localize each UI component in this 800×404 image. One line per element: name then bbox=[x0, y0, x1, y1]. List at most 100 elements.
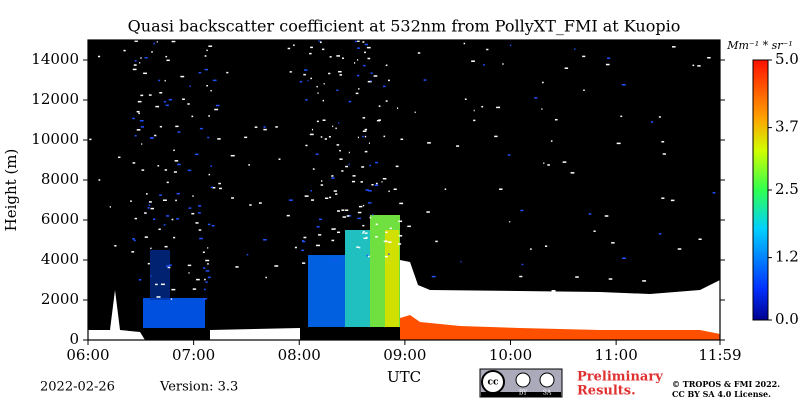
speckle bbox=[358, 88, 360, 90]
speckle bbox=[310, 46, 313, 49]
speckle bbox=[192, 195, 194, 197]
speckle bbox=[397, 107, 399, 109]
speckle bbox=[147, 207, 150, 209]
speckle bbox=[318, 234, 322, 236]
speckle bbox=[192, 288, 197, 290]
speckle bbox=[158, 228, 161, 231]
speckle bbox=[153, 42, 156, 45]
speckle bbox=[176, 192, 180, 195]
speckle bbox=[177, 131, 181, 133]
speckle bbox=[483, 64, 485, 66]
speckle bbox=[188, 207, 192, 209]
speckle bbox=[541, 108, 543, 110]
speckle bbox=[164, 79, 166, 82]
speckle bbox=[622, 257, 626, 259]
speckle bbox=[208, 115, 210, 117]
preliminary: Results. bbox=[577, 384, 636, 399]
speckle bbox=[289, 71, 292, 73]
speckle bbox=[159, 194, 162, 196]
speckle bbox=[315, 244, 320, 247]
speckle bbox=[366, 254, 369, 257]
speckle bbox=[354, 40, 357, 43]
speckle bbox=[254, 126, 258, 128]
speckle bbox=[335, 127, 337, 130]
speckle bbox=[357, 136, 359, 139]
speckle bbox=[316, 120, 319, 123]
speckle bbox=[187, 169, 192, 172]
speckle bbox=[249, 204, 252, 206]
speckle bbox=[520, 209, 524, 212]
speckle bbox=[509, 221, 511, 223]
speckle bbox=[140, 57, 142, 59]
speckle bbox=[144, 57, 148, 59]
speckle bbox=[173, 171, 177, 173]
speckle bbox=[130, 200, 132, 202]
speckle bbox=[677, 248, 682, 250]
speckle bbox=[199, 127, 203, 130]
speckle bbox=[355, 92, 359, 95]
speckle bbox=[205, 270, 210, 272]
speckle bbox=[555, 118, 558, 121]
speckle bbox=[198, 205, 202, 207]
speckle bbox=[375, 236, 378, 238]
speckle bbox=[494, 135, 498, 138]
speckle bbox=[329, 196, 332, 199]
speckle bbox=[310, 189, 313, 192]
speckle bbox=[205, 259, 210, 262]
speckle bbox=[521, 263, 524, 266]
speckle bbox=[362, 130, 367, 132]
speckle bbox=[547, 164, 550, 166]
speckle bbox=[173, 149, 175, 152]
y-tick-label: 8000 bbox=[41, 170, 79, 188]
chart-title: Quasi backscatter coefficient at 532nm f… bbox=[128, 17, 681, 36]
speckle bbox=[317, 92, 319, 94]
speckle bbox=[712, 192, 716, 194]
speckle bbox=[303, 69, 308, 71]
speckle bbox=[187, 264, 192, 267]
speckle bbox=[175, 125, 179, 128]
speckle bbox=[187, 103, 190, 105]
speckle bbox=[339, 74, 342, 76]
speckle bbox=[312, 168, 315, 170]
speckle bbox=[611, 242, 615, 244]
speckle bbox=[141, 143, 143, 145]
speckle bbox=[159, 125, 162, 128]
speckle bbox=[148, 94, 152, 96]
speckle bbox=[305, 99, 308, 101]
speckle bbox=[320, 184, 324, 186]
speckle bbox=[97, 55, 101, 58]
speckle bbox=[315, 153, 319, 155]
speckle bbox=[164, 245, 168, 248]
speckle bbox=[333, 190, 337, 192]
speckle bbox=[364, 135, 367, 138]
speckle bbox=[616, 142, 621, 145]
speckle bbox=[134, 60, 137, 62]
cc-logo: cc BY SA bbox=[479, 368, 563, 398]
speckle bbox=[114, 245, 117, 247]
speckle bbox=[305, 144, 308, 147]
speckle bbox=[136, 129, 141, 131]
speckle bbox=[385, 64, 388, 67]
speckle bbox=[133, 64, 137, 66]
speckle bbox=[318, 218, 322, 221]
speckle bbox=[362, 117, 366, 119]
speckle bbox=[471, 60, 475, 62]
speckle bbox=[154, 134, 157, 137]
speckle bbox=[388, 253, 390, 255]
speckle bbox=[357, 74, 360, 77]
speckle bbox=[155, 105, 160, 108]
speckle bbox=[159, 92, 163, 94]
speckle bbox=[180, 75, 185, 78]
speckle bbox=[400, 138, 404, 141]
speckle bbox=[460, 260, 462, 263]
speckle bbox=[139, 62, 141, 64]
speckle bbox=[208, 45, 213, 47]
date: 2022-02-26 bbox=[40, 380, 115, 395]
speckle bbox=[324, 138, 327, 140]
speckle bbox=[141, 169, 145, 171]
speckle bbox=[383, 240, 388, 243]
speckle bbox=[496, 106, 501, 109]
speckle bbox=[246, 253, 249, 256]
speckle bbox=[262, 239, 267, 241]
speckle bbox=[543, 162, 545, 164]
